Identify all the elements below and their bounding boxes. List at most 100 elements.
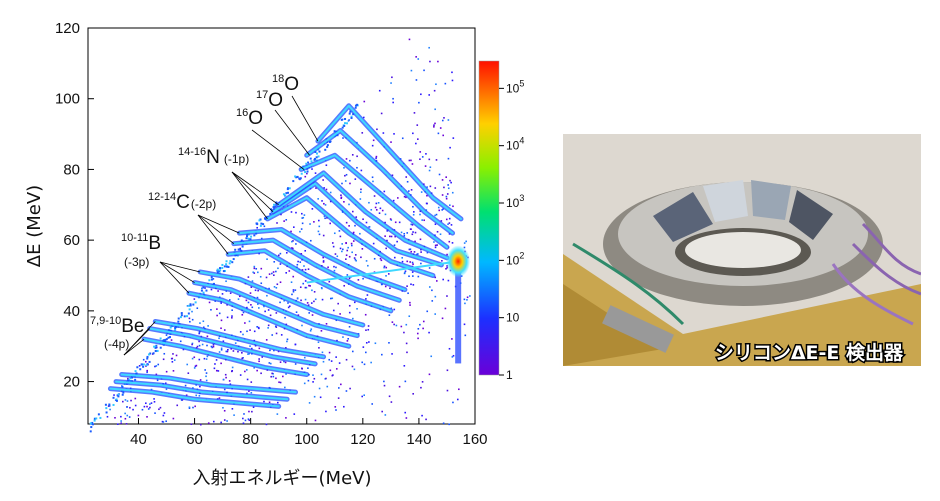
edge-dot	[208, 279, 211, 282]
count-dot	[345, 173, 348, 176]
count-dot	[445, 218, 448, 221]
count-dot	[414, 231, 417, 234]
count-dot	[323, 187, 325, 189]
count-dot	[318, 347, 320, 349]
count-dot	[348, 225, 350, 227]
count-dot	[391, 353, 393, 355]
count-dot	[446, 369, 449, 372]
count-dot	[384, 285, 387, 288]
leader-line	[197, 214, 229, 255]
count-dot	[212, 420, 215, 423]
count-dot	[299, 261, 302, 263]
count-dot	[342, 137, 344, 139]
count-dot	[301, 324, 303, 327]
count-dot	[428, 46, 430, 49]
count-dot	[198, 340, 200, 343]
count-dot	[291, 293, 293, 296]
count-dot	[260, 372, 262, 375]
count-dot	[247, 418, 250, 420]
count-dot	[370, 361, 372, 364]
count-dot	[385, 266, 388, 269]
edge-dot	[129, 377, 132, 380]
count-dot	[448, 217, 451, 220]
ridge-B	[193, 281, 359, 337]
count-dot	[317, 341, 320, 344]
count-dot	[226, 420, 228, 422]
count-dot	[220, 347, 223, 350]
colorbar-tick-label: 104	[506, 136, 524, 153]
count-dot	[434, 313, 437, 315]
count-dot	[430, 355, 433, 358]
edge-dot	[90, 426, 93, 429]
count-dot	[241, 357, 243, 360]
count-dot	[283, 299, 285, 302]
count-dot	[341, 250, 343, 253]
count-dot	[451, 79, 454, 82]
count-dot	[401, 260, 404, 263]
count-dot	[380, 112, 383, 115]
count-dot	[335, 266, 337, 269]
count-dot	[239, 295, 241, 298]
count-dot	[157, 363, 160, 366]
count-dot	[284, 316, 286, 319]
count-dot	[417, 58, 420, 60]
count-dot	[308, 402, 311, 404]
count-dot	[445, 195, 448, 198]
count-dot	[447, 223, 449, 226]
count-dot	[338, 387, 340, 389]
count-dot	[391, 174, 394, 177]
count-dot	[194, 365, 197, 368]
edge-dot	[225, 265, 228, 268]
count-dot	[249, 345, 251, 347]
count-dot	[206, 355, 209, 358]
count-dot	[293, 413, 296, 415]
count-dot	[286, 340, 288, 343]
count-dot	[198, 344, 201, 347]
count-dot	[283, 220, 285, 222]
count-dot	[222, 378, 225, 381]
count-dot	[311, 289, 313, 292]
count-dot	[237, 350, 239, 353]
count-dot	[438, 209, 441, 212]
count-dot	[244, 419, 247, 422]
edge-dot	[95, 417, 98, 420]
count-dot	[295, 243, 297, 245]
edge-dot	[314, 157, 317, 160]
count-dot	[410, 228, 412, 231]
count-dot	[433, 89, 436, 92]
count-dot	[441, 194, 444, 196]
count-dot	[314, 419, 317, 422]
count-dot	[324, 204, 327, 206]
count-dot	[420, 251, 422, 253]
count-dot	[329, 200, 332, 203]
edge-dot	[188, 304, 191, 307]
count-dot	[338, 362, 341, 364]
count-dot	[313, 395, 316, 398]
count-dot	[265, 276, 268, 279]
count-dot	[426, 186, 428, 188]
count-dot	[271, 272, 273, 275]
count-dot	[438, 173, 441, 176]
count-dot	[447, 157, 450, 160]
count-dot	[204, 369, 206, 371]
count-dot	[228, 380, 231, 382]
count-dot	[362, 116, 365, 119]
count-dot	[225, 350, 228, 353]
count-dot	[212, 278, 215, 280]
edge-dot	[250, 235, 253, 238]
count-dot	[446, 389, 449, 392]
edge-dot	[105, 407, 108, 410]
count-dot	[239, 331, 242, 333]
count-dot	[141, 408, 144, 411]
count-dot	[339, 313, 341, 315]
count-dot	[421, 219, 423, 221]
count-dot	[250, 391, 253, 394]
count-dot	[165, 420, 167, 423]
y-tick-label: 60	[63, 232, 80, 249]
edge-dot	[299, 177, 302, 180]
count-dot	[301, 217, 304, 219]
count-dot	[445, 176, 447, 178]
count-dot	[196, 307, 199, 310]
edge-dot	[310, 160, 313, 163]
count-dot	[231, 407, 234, 410]
